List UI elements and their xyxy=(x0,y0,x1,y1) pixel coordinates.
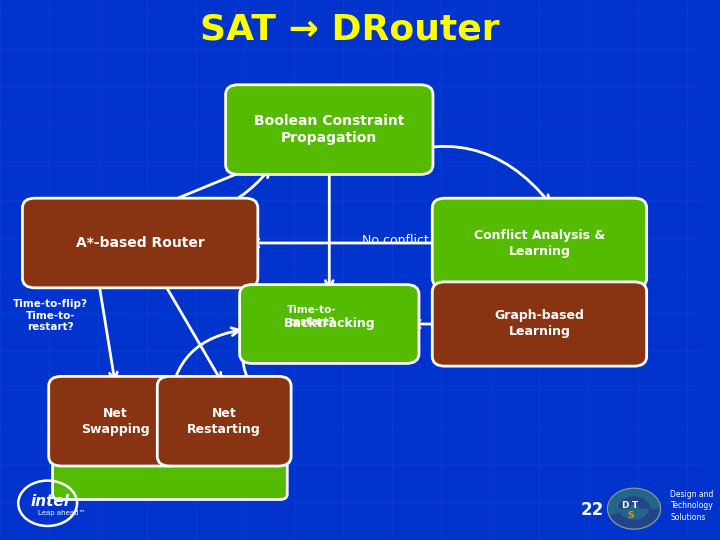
Text: Backtracking: Backtracking xyxy=(284,318,375,330)
Wedge shape xyxy=(618,496,650,509)
Text: intel: intel xyxy=(31,494,70,509)
FancyBboxPatch shape xyxy=(53,413,287,500)
Circle shape xyxy=(608,488,661,529)
Text: A*-based Router: A*-based Router xyxy=(76,236,204,250)
FancyBboxPatch shape xyxy=(240,285,419,363)
Text: Net
Swapping: Net Swapping xyxy=(81,407,150,436)
FancyBboxPatch shape xyxy=(432,198,647,288)
Text: Time-to-flip?
Time-to-
restart?: Time-to-flip? Time-to- restart? xyxy=(13,299,88,333)
FancyBboxPatch shape xyxy=(157,376,291,466)
Wedge shape xyxy=(611,509,660,528)
Text: S: S xyxy=(627,511,634,519)
Text: Design and
Technology
Solutions: Design and Technology Solutions xyxy=(670,490,714,522)
FancyBboxPatch shape xyxy=(49,376,182,466)
Text: T: T xyxy=(632,501,639,510)
Text: Graph-based
Learning: Graph-based Learning xyxy=(495,309,585,339)
Text: Time-to-
restart?: Time-to- restart? xyxy=(287,305,336,327)
Text: 22: 22 xyxy=(580,501,603,519)
FancyBboxPatch shape xyxy=(22,198,258,288)
Text: Boolean Constraint
Propagation: Boolean Constraint Propagation xyxy=(254,114,405,145)
Text: Leap ahead™: Leap ahead™ xyxy=(38,510,86,516)
Text: SAT → DRouter: SAT → DRouter xyxy=(200,13,500,46)
Text: Net
Restarting: Net Restarting xyxy=(187,407,261,436)
Text: Conflict Analysis &
Learning: Conflict Analysis & Learning xyxy=(474,228,605,258)
Text: D: D xyxy=(621,501,629,510)
FancyBboxPatch shape xyxy=(225,85,433,174)
FancyBboxPatch shape xyxy=(432,282,647,366)
Text: No conflict: No conflict xyxy=(362,234,429,247)
